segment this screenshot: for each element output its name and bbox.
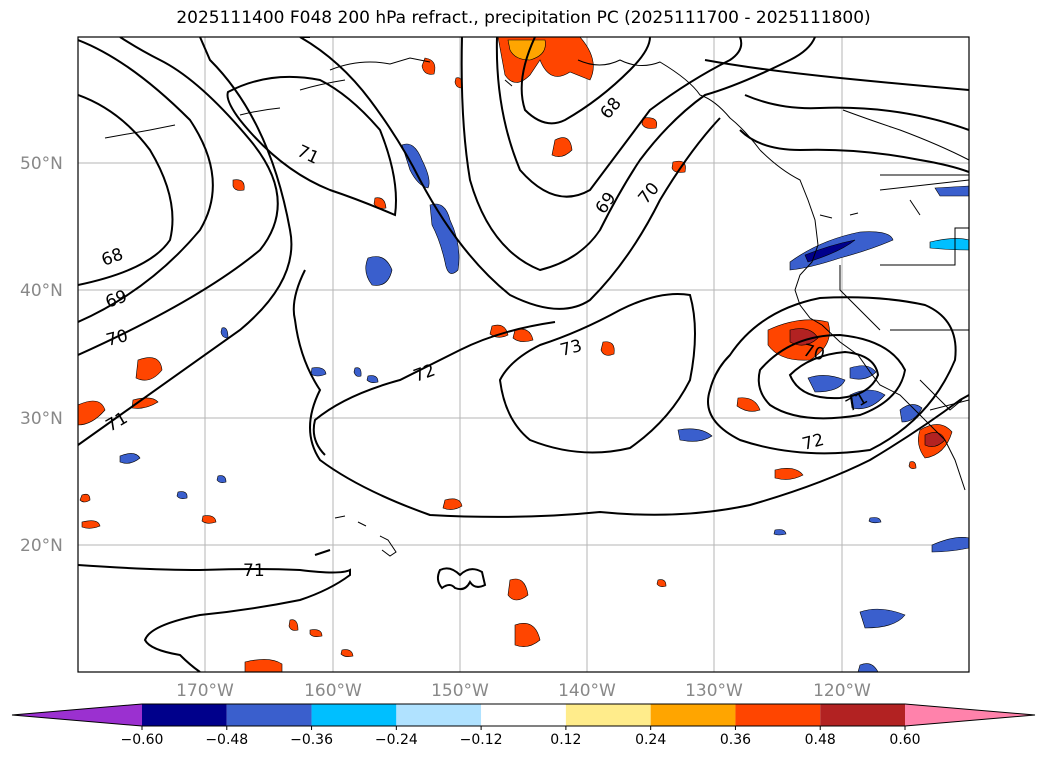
precip-positive bbox=[78, 37, 953, 672]
lon-label: 140°W bbox=[558, 681, 616, 701]
lat-label: 30°N bbox=[20, 409, 63, 429]
colorbar-segment bbox=[820, 704, 905, 726]
latitude-labels: 50°N 40°N 30°N 20°N bbox=[20, 154, 63, 556]
colorbar-segment bbox=[565, 704, 651, 726]
colorbar-segment bbox=[481, 704, 566, 726]
refractivity-contours bbox=[78, 37, 969, 672]
colorbar-tick-label: 0.12 bbox=[550, 732, 581, 748]
colorbar-tick-label: 0.24 bbox=[635, 732, 666, 748]
lat-label: 20°N bbox=[20, 536, 63, 556]
lon-label: 170°W bbox=[176, 681, 234, 701]
colorbar-tick-label: −0.24 bbox=[375, 732, 418, 748]
map-border bbox=[77, 36, 970, 673]
colorbar-tick-label: 0.48 bbox=[805, 732, 836, 748]
colorbar-segment bbox=[311, 704, 397, 726]
lon-label: 160°W bbox=[304, 681, 362, 701]
colorbar-segment bbox=[650, 704, 736, 726]
map-title: 2025111400 F048 200 hPa refract., precip… bbox=[176, 8, 871, 28]
colorbar-segment bbox=[142, 704, 227, 726]
lon-label: 120°W bbox=[813, 681, 871, 701]
colorbar-extend-low bbox=[12, 704, 142, 726]
colorbar-tick-label: −0.48 bbox=[205, 732, 248, 748]
contour-label: 71 bbox=[243, 561, 265, 581]
colorbar-tick-label: 0.36 bbox=[720, 732, 751, 748]
lon-label: 150°W bbox=[431, 681, 489, 701]
colorbar-segment bbox=[396, 704, 482, 726]
coastlines bbox=[104, 57, 969, 557]
precip-negative bbox=[119, 143, 969, 672]
colorbar-tick-label: 0.60 bbox=[889, 732, 920, 748]
colorbar-tick-label: −0.36 bbox=[290, 732, 333, 748]
colorbar-segment bbox=[226, 704, 312, 726]
colorbar-segment bbox=[735, 704, 821, 726]
colorbar-extend-high bbox=[905, 704, 1035, 726]
gridlines bbox=[78, 37, 969, 672]
colorbar-tick-label: −0.60 bbox=[121, 732, 164, 748]
lon-label: 130°W bbox=[685, 681, 743, 701]
lat-label: 50°N bbox=[20, 154, 63, 174]
colorbar-tick-label: −0.12 bbox=[460, 732, 503, 748]
lat-label: 40°N bbox=[20, 281, 63, 301]
longitude-labels: 170°W 160°W 150°W 140°W 130°W 120°W bbox=[176, 681, 871, 701]
colorbar: −0.60 −0.48 −0.36 −0.24 −0.12 0.12 0.24 0.36 0.4… bbox=[11, 703, 1036, 748]
